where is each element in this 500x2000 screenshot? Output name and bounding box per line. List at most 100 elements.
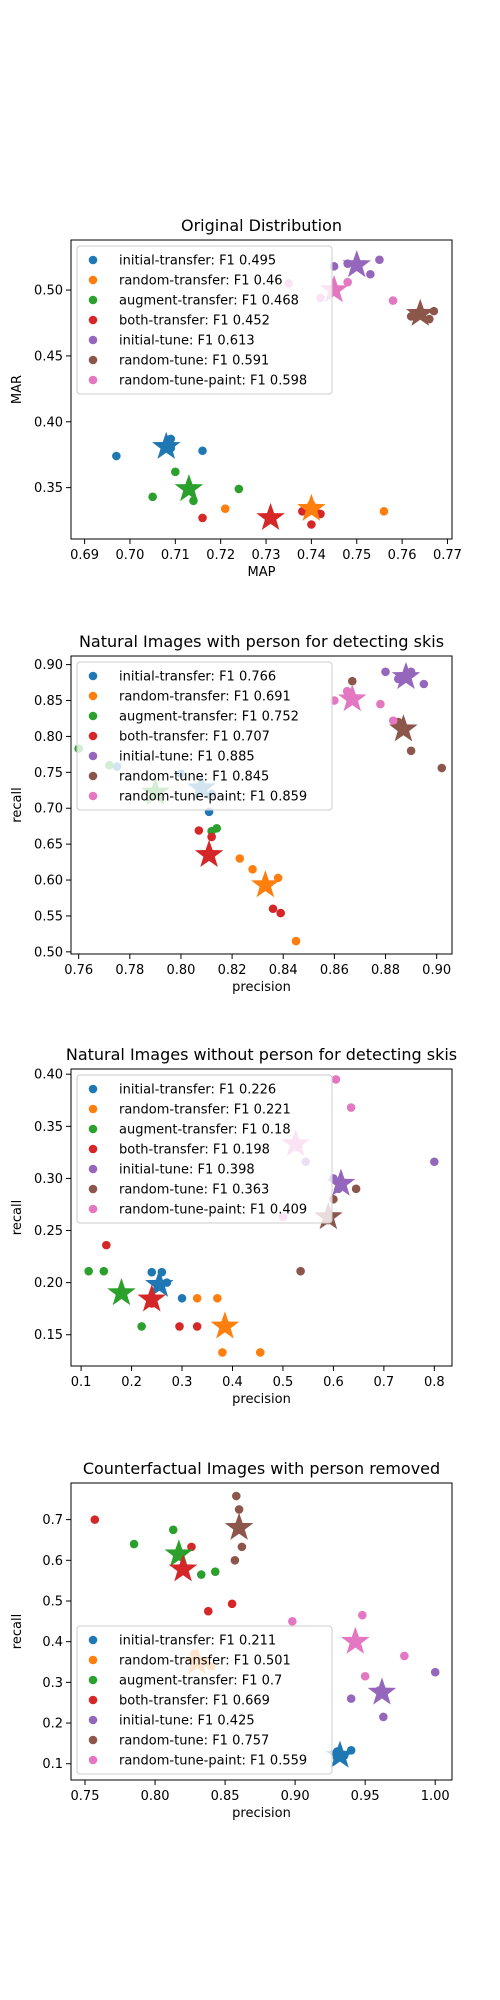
x-tick-label: 0.84: [269, 963, 298, 978]
x-tick-label: 0.74: [297, 548, 326, 563]
y-tick-label: 0.4: [42, 1635, 63, 1650]
legend-entry: initial-transfer: F1 0.211: [119, 1634, 276, 1649]
data-point: [212, 824, 222, 833]
data-point: [307, 520, 316, 529]
mean-star-marker: [325, 1740, 355, 1768]
legend-entry: both-transfer: F1 0.669: [119, 1694, 270, 1709]
data-point: [235, 854, 245, 863]
data-point: [198, 446, 207, 456]
legend-entry: random-tune: F1 0.363: [119, 1183, 269, 1198]
mean-star-marker: [210, 1311, 240, 1339]
data-point: [102, 1240, 111, 1250]
mean-star-marker: [174, 473, 204, 502]
data-point: [255, 1348, 265, 1357]
chart-panel-3: Natural Images without person for detect…: [10, 1045, 457, 1407]
x-tick-label: 0.80: [141, 1789, 170, 1804]
legend-marker: [88, 731, 98, 741]
data-point: [388, 716, 398, 725]
legend-marker: [88, 335, 98, 345]
legend-entry: random-tune-paint: F1 0.598: [119, 374, 307, 389]
data-point: [366, 269, 375, 279]
data-point: [381, 667, 390, 677]
data-point: [419, 679, 429, 689]
chart-panel-4: Counterfactual Images with person remove…: [10, 1459, 453, 1821]
data-point: [203, 1606, 213, 1616]
legend-entry: augment-transfer: F1 0.7: [119, 1674, 282, 1689]
legend-marker: [88, 711, 98, 721]
x-tick-label: 0.90: [422, 963, 451, 978]
y-tick-label: 0.35: [34, 481, 63, 496]
y-tick-label: 0.50: [34, 945, 63, 960]
y-tick-label: 0.1: [42, 1757, 63, 1772]
data-point: [288, 1617, 297, 1626]
legend-entry: random-tune-paint: F1 0.559: [119, 1754, 307, 1769]
data-point: [227, 1599, 237, 1609]
data-point: [90, 1515, 100, 1524]
legend-marker: [88, 295, 98, 305]
data-point: [379, 507, 389, 516]
legend-marker: [88, 1655, 98, 1665]
legend-entry: random-transfer: F1 0.46: [119, 274, 283, 289]
x-tick-label: 0.73: [252, 548, 281, 563]
x-tick-label: 0.3: [172, 1375, 193, 1390]
data-point: [177, 1293, 187, 1303]
legend-marker: [88, 1184, 98, 1194]
legend-entry: random-tune: F1 0.591: [119, 354, 269, 369]
data-point: [430, 1667, 440, 1677]
x-axis-label: MAP: [248, 565, 276, 580]
data-point: [187, 1542, 196, 1552]
legend-entry: initial-tune: F1 0.398: [119, 1163, 255, 1178]
data-point: [331, 1075, 341, 1084]
mean-star-marker: [168, 1554, 198, 1582]
legend-marker: [88, 315, 98, 325]
y-tick-label: 0.2: [42, 1717, 63, 1732]
legend-entry: initial-transfer: F1 0.766: [119, 670, 276, 685]
data-point: [171, 467, 180, 477]
data-point: [376, 699, 385, 709]
legend-frame: [76, 661, 333, 811]
y-tick-label: 0.30: [34, 1172, 63, 1187]
data-point: [248, 864, 257, 874]
data-point: [218, 1348, 227, 1357]
data-point: [234, 484, 244, 494]
legend-entry: random-tune: F1 0.845: [119, 770, 269, 785]
x-tick-label: 0.75: [71, 1789, 100, 1804]
legend-marker: [88, 1715, 98, 1725]
legend-marker: [88, 771, 98, 781]
data-point: [84, 1266, 93, 1276]
chart-panel-1: Original Distribution 0.69 0.70 0.71 0.72 0.7…: [10, 216, 462, 580]
x-tick-label: 0.72: [206, 548, 235, 563]
legend-entry: random-transfer: F1 0.501: [119, 1654, 291, 1669]
data-point: [99, 1266, 109, 1276]
x-tick-label: 1.00: [421, 1789, 450, 1804]
chart-title: Original Distribution: [181, 216, 342, 235]
data-point: [351, 1184, 361, 1194]
chart-panel-2: Natural Images with person for detecting…: [10, 632, 453, 995]
legend-entry: random-tune: F1 0.757: [119, 1734, 269, 1749]
legend-entry: both-transfer: F1 0.198: [119, 1143, 270, 1158]
legend-marker: [88, 355, 98, 365]
x-tick-label: 0.4: [222, 1375, 243, 1390]
legend-marker: [88, 691, 98, 701]
mean-star-marker: [389, 714, 418, 742]
data-point: [220, 504, 230, 514]
mean-star-marker: [107, 1278, 136, 1306]
legend-entry: both-transfer: F1 0.707: [119, 730, 270, 745]
x-tick-label: 0.70: [115, 548, 144, 563]
y-tick-label: 0.35: [34, 1120, 63, 1135]
data-point: [137, 1322, 146, 1331]
y-tick-label: 0.3: [42, 1676, 63, 1691]
x-axis-label: precision: [232, 980, 291, 995]
data-point: [343, 277, 352, 287]
mean-star-marker: [137, 1284, 167, 1312]
legend-marker: [88, 255, 98, 265]
legend-marker: [88, 791, 98, 801]
y-tick-label: 0.55: [34, 909, 63, 924]
y-tick-label: 0.7: [42, 1513, 63, 1528]
mean-star-marker: [367, 1677, 397, 1705]
x-tick-label: 0.78: [115, 963, 144, 978]
mean-star-marker: [326, 1168, 356, 1196]
mean-star-marker: [194, 839, 224, 868]
y-axis-label: MAR: [10, 375, 25, 404]
